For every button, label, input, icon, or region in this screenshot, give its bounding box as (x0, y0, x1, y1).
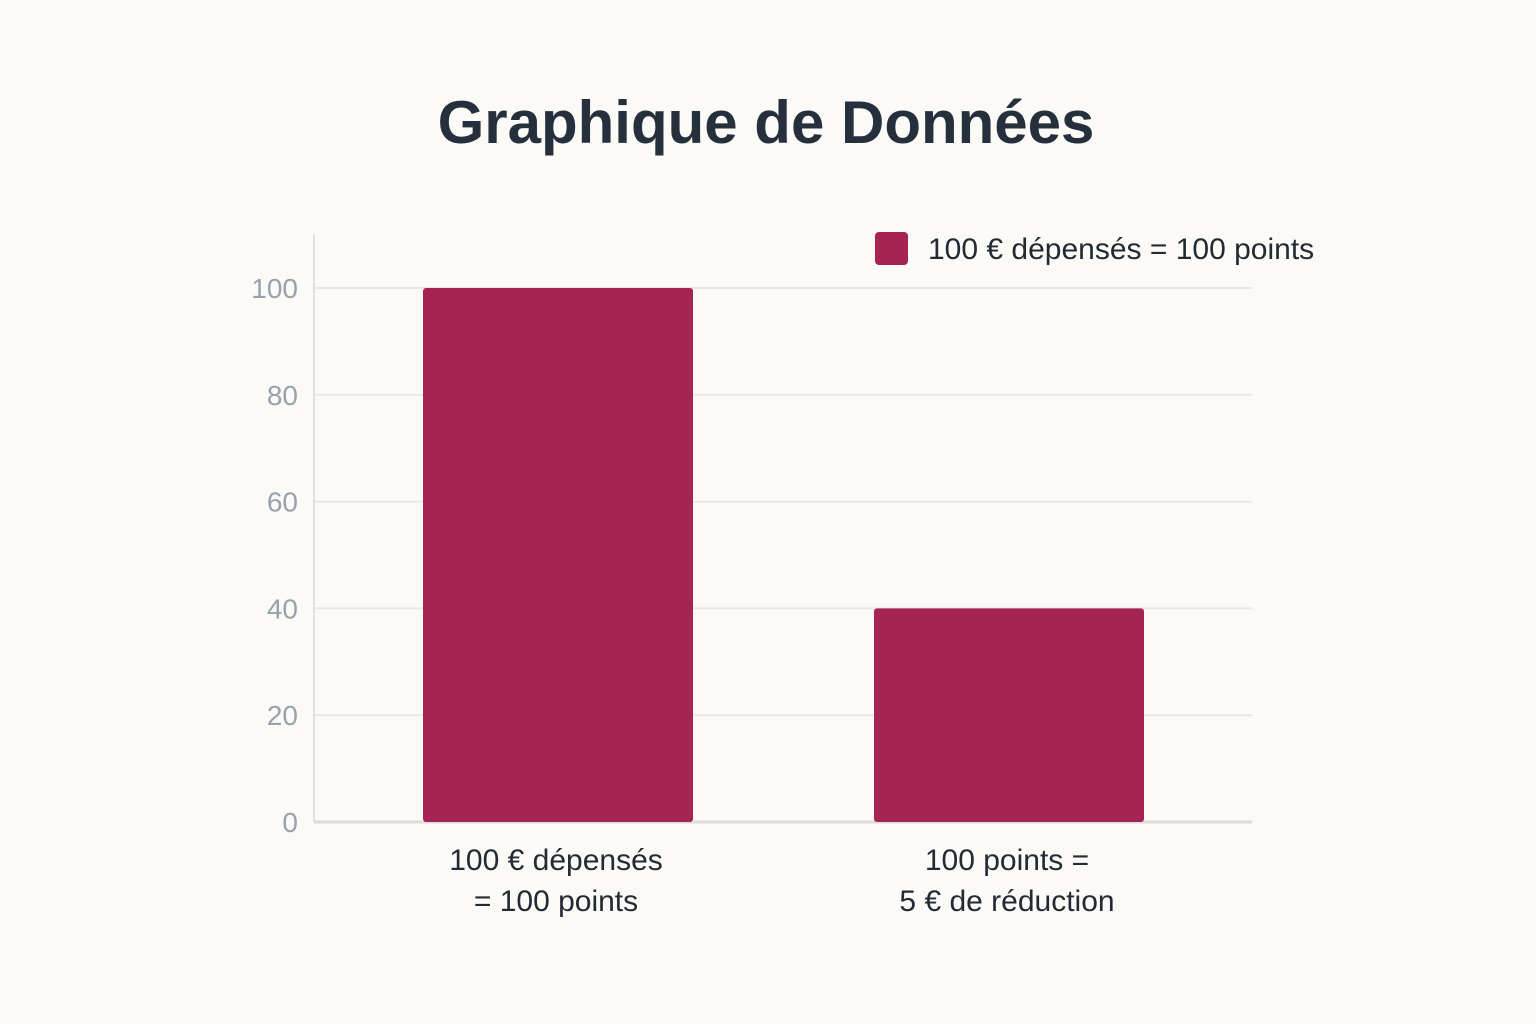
x-tick-label: 100 points = 5 € de réduction (899, 844, 1114, 918)
x-tick-label-line: = 100 points (474, 885, 638, 918)
legend: 100 € dépensés = 100 points (875, 232, 1314, 266)
y-tick-label: 40 (267, 593, 298, 624)
y-tick-label: 20 (267, 700, 298, 731)
legend-label: 100 € dépensés = 100 points (928, 233, 1314, 266)
y-tick-label: 60 (267, 487, 298, 518)
x-tick-label-line: 5 € de réduction (899, 885, 1114, 918)
bar (874, 608, 1144, 822)
y-tick-label: 0 (282, 807, 298, 838)
y-tick-label: 80 (267, 380, 298, 411)
x-axis-ticks: 100 € dépensés = 100 points 100 points = 5 … (449, 844, 1114, 918)
legend-swatch (875, 232, 908, 265)
x-tick-label-line: 100 points = (925, 844, 1089, 877)
y-tick-label: 100 (251, 273, 298, 304)
bars (423, 288, 1144, 822)
x-tick-label: 100 € dépensés = 100 points (449, 844, 663, 918)
y-axis-ticks: 0 20 40 60 80 100 (251, 273, 298, 838)
chart-title: Graphique de Données (438, 89, 1095, 156)
x-tick-label-line: 100 € dépensés (449, 844, 663, 877)
bar (423, 288, 693, 822)
